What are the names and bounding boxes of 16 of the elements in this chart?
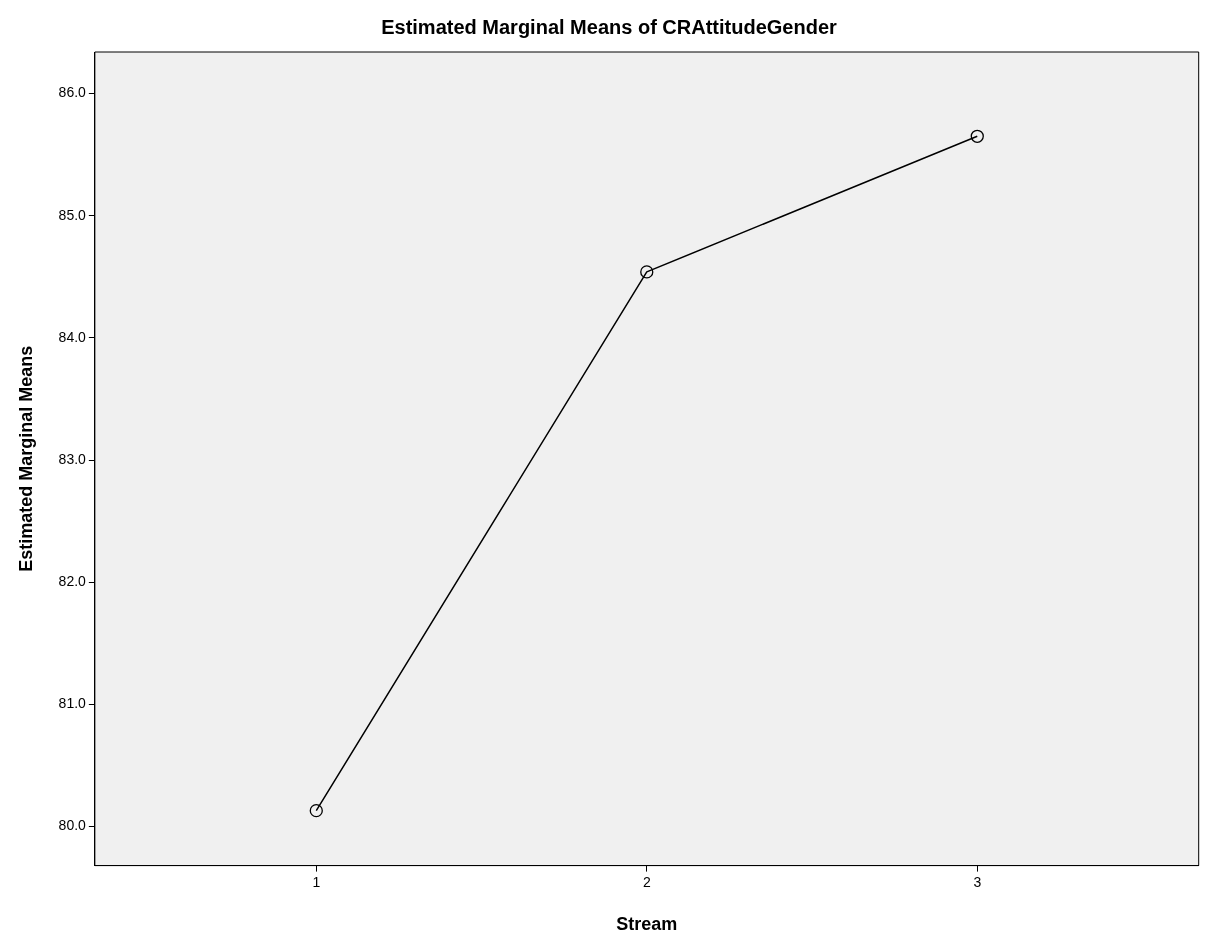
y-tick-label: 85.0 [58,206,87,223]
point [640,265,654,279]
y-tick-label: 86.0 [58,84,87,101]
chart-title: Estimated Marginal Means of CRAttitudeGender [381,15,838,38]
y-tick-label: 80.0 [58,817,87,834]
y-axis-title: Estimated Marginal Means [15,345,36,572]
point [970,129,984,143]
y-tick-label: 81.0 [58,695,87,712]
y-tick-label: 82.0 [58,573,87,590]
y-tick-label: 83.0 [58,450,87,467]
x-tick-label: 1 [312,873,321,890]
x-axis-title: Stream [616,914,678,935]
point [309,803,323,818]
x-tick-label: 2 [642,873,651,890]
y-tick-label: 84.0 [58,328,87,345]
x-tick-label: 3 [973,873,982,890]
